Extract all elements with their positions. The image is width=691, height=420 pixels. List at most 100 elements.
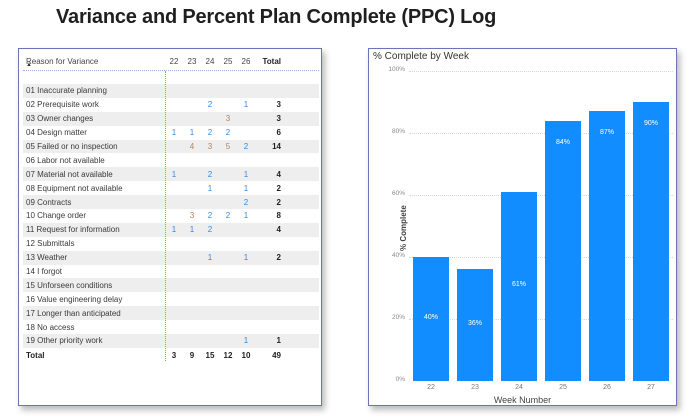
cell-week-25 — [219, 320, 237, 334]
row-label: 12 Submittals — [26, 239, 75, 249]
cell-week-25 — [219, 167, 237, 182]
sort-ascending-icon[interactable]: ▲ — [26, 62, 32, 68]
y-tick-label: 20% — [391, 314, 405, 321]
bar-data-label: 84% — [555, 138, 570, 146]
bar-data-label: 61% — [511, 281, 526, 289]
cell-week-25 — [219, 334, 237, 348]
column-header-week-22[interactable]: 22 — [169, 57, 179, 66]
cell-week-24: 2 — [207, 128, 213, 138]
table-row[interactable]: 19 Other priority work 1 1 — [23, 334, 319, 348]
table-row[interactable]: 06 Labor not available — [23, 153, 319, 167]
page-title: Variance and Percent Plan Complete (PPC)… — [56, 6, 497, 28]
row-label: 07 Material not available — [23, 167, 165, 182]
cell-week-22 — [165, 84, 183, 98]
table-row[interactable]: 08 Equipment not available 1 1 2 — [23, 181, 319, 195]
x-tick-label: 24 — [515, 384, 523, 391]
cell-week-23 — [183, 265, 201, 279]
bar-data-label: 36% — [467, 320, 482, 328]
column-header-week-26[interactable]: 26 — [241, 57, 251, 66]
cell-week-23: 1 — [189, 128, 195, 138]
column-header-total[interactable]: Total — [262, 57, 281, 66]
column-header-week-23[interactable]: 23 — [187, 57, 197, 66]
x-axis-title: Week Number — [493, 395, 552, 405]
x-tick-label: 23 — [471, 384, 479, 391]
row-label: 05 Failed or no inspection — [23, 139, 165, 154]
row-total: 2 — [276, 183, 281, 193]
cell-week-23: 1 — [183, 222, 201, 237]
row-total — [255, 237, 287, 251]
row-total: 6 — [276, 128, 281, 138]
gridline — [409, 195, 673, 196]
table-row[interactable]: 05 Failed or no inspection 4 3 5 2 14 — [23, 139, 319, 154]
bar-week-23[interactable]: 36% — [457, 269, 493, 381]
bar-week-24[interactable]: 61% — [501, 191, 537, 381]
cell-week-25: 2 — [225, 128, 231, 138]
bar-week-27[interactable]: 90% — [633, 102, 669, 381]
cell-week-23 — [183, 292, 201, 306]
table-row[interactable]: 17 Longer than anticipated — [23, 306, 319, 321]
bar-week-26[interactable]: 87% — [589, 111, 625, 381]
table-row[interactable]: 01 Inaccurate planning — [23, 84, 319, 98]
table-row[interactable]: 14 I forgot — [23, 265, 319, 279]
gridline — [409, 71, 673, 72]
row-total — [255, 153, 287, 167]
row-total: 3 — [276, 100, 281, 110]
table-row[interactable]: 03 Owner changes 3 3 — [23, 111, 319, 126]
cell-week-23 — [183, 250, 201, 265]
x-tick-label: 26 — [603, 384, 611, 391]
cell-week-23 — [183, 153, 201, 167]
total-week-24: 15 — [205, 351, 215, 361]
matrix-total-row: Total 3 9 15 12 10 49 — [23, 348, 319, 364]
y-tick-label: 60% — [391, 190, 405, 197]
table-row[interactable]: 11 Request for information 1 1 2 4 — [23, 222, 319, 237]
cell-week-25 — [219, 153, 237, 167]
cell-week-22: 1 — [165, 167, 183, 182]
table-row[interactable]: 16 Value engineering delay — [23, 292, 319, 306]
cell-week-24: 1 — [207, 183, 213, 193]
cell-week-25 — [219, 306, 237, 321]
row-total: 14 — [255, 139, 287, 154]
column-header-reason[interactable]: Reason for Variance ▲ — [26, 57, 99, 68]
table-row[interactable]: 04 Design matter 1 1 2 2 6 — [23, 126, 319, 140]
table-row[interactable]: 10 Change order 3 2 2 1 8 — [23, 209, 319, 223]
chart-title: % Complete by Week — [373, 51, 469, 62]
variance-matrix-panel: Reason for Variance ▲ 22 23 24 25 26 Tot… — [18, 48, 322, 406]
cell-week-24 — [201, 306, 219, 321]
row-label: 08 Equipment not available — [26, 183, 123, 193]
column-header-week-25[interactable]: 25 — [223, 57, 233, 66]
table-row[interactable]: 13 Weather 1 1 2 — [23, 250, 319, 265]
matrix-body: 01 Inaccurate planning 02 Prerequisite wo… — [23, 84, 319, 348]
grand-total: 49 — [272, 351, 281, 361]
cell-week-22: 1 — [165, 222, 183, 237]
total-week-26: 10 — [241, 351, 251, 361]
cell-week-26: 1 — [237, 334, 255, 348]
cell-week-22 — [165, 153, 183, 167]
table-row[interactable]: 18 No access — [23, 320, 319, 334]
row-label: 11 Request for information — [23, 222, 165, 237]
bar-week-22[interactable]: 40% — [413, 257, 449, 381]
cell-week-24 — [201, 84, 219, 98]
bar-week-25[interactable]: 84% — [545, 120, 581, 381]
table-row[interactable]: 07 Material not available 1 2 1 4 — [23, 167, 319, 182]
table-row[interactable]: 12 Submittals — [23, 237, 319, 251]
table-row[interactable]: 09 Contracts 2 2 — [23, 195, 319, 210]
column-header-week-24[interactable]: 24 — [205, 57, 215, 66]
cell-week-24: 1 — [201, 250, 219, 265]
cell-week-26: 1 — [243, 211, 249, 221]
cell-week-25 — [219, 250, 237, 265]
cell-week-22 — [165, 320, 183, 334]
row-label: 13 Weather — [23, 250, 165, 265]
cell-week-23 — [183, 181, 201, 195]
row-label: 15 Unforseen conditions — [23, 278, 165, 293]
bar-data-label: 87% — [599, 129, 614, 137]
cell-week-25: 5 — [219, 139, 237, 154]
cell-week-26: 1 — [237, 250, 255, 265]
cell-week-22 — [165, 292, 183, 306]
row-total — [255, 306, 287, 321]
table-row[interactable]: 15 Unforseen conditions — [23, 278, 319, 293]
table-row[interactable]: 02 Prerequisite work 2 1 3 — [23, 98, 319, 112]
cell-week-26 — [237, 153, 255, 167]
cell-week-25 — [219, 98, 237, 112]
cell-week-26: 1 — [243, 183, 249, 193]
row-total: 2 — [255, 250, 287, 265]
